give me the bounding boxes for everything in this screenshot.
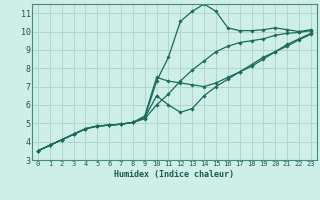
X-axis label: Humidex (Indice chaleur): Humidex (Indice chaleur) (115, 170, 234, 179)
